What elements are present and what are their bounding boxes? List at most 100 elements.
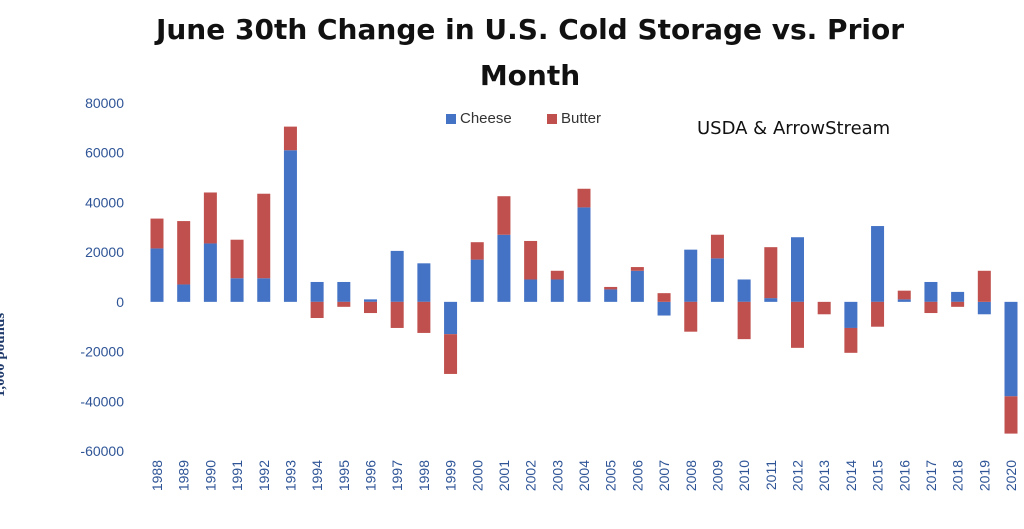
bar-butter — [604, 286, 618, 290]
bar-butter — [977, 270, 991, 302]
bar-butter — [337, 301, 351, 307]
bar-butter — [951, 301, 965, 307]
bar-butter — [524, 240, 538, 280]
y-tick-label: -20000 — [80, 344, 124, 360]
x-tick-label: 2018 — [950, 460, 966, 491]
x-tick-label: 2016 — [896, 460, 912, 491]
bar-butter — [150, 218, 164, 249]
x-tick-label: 2011 — [763, 460, 779, 490]
y-tick-label: 0 — [116, 294, 124, 310]
bar-butter — [577, 188, 591, 208]
x-tick-label: 2015 — [870, 460, 886, 491]
x-tick-label: 1995 — [336, 460, 352, 491]
bar-butter — [897, 290, 911, 300]
bar-cheese — [310, 281, 324, 302]
x-tick-label: 1999 — [443, 460, 459, 491]
x-tick-label: 2006 — [629, 460, 645, 491]
x-tick-label: 2012 — [790, 460, 806, 491]
y-tick-label: 40000 — [85, 194, 124, 210]
bar-cheese — [844, 301, 858, 328]
bar-cheese — [230, 278, 244, 302]
bar-butter — [390, 301, 404, 328]
legend-item-butter: Butter — [547, 110, 601, 127]
bar-cheese — [630, 270, 644, 302]
bar-cheese — [524, 279, 538, 302]
bar-butter — [871, 301, 885, 327]
bar-cheese — [604, 289, 618, 302]
bar-butter — [470, 242, 484, 260]
x-tick-label: 2010 — [736, 460, 752, 491]
x-tick-label: 1993 — [282, 460, 298, 491]
x-tick-label: 1996 — [363, 460, 379, 491]
y-tick-label: -40000 — [80, 393, 124, 409]
x-tick-label: 1992 — [256, 460, 272, 491]
bar-butter — [203, 192, 217, 244]
x-tick-label: 1990 — [202, 460, 218, 491]
bar-butter — [444, 334, 458, 374]
x-tick-label: 1991 — [229, 460, 245, 491]
y-tick-label: 80000 — [85, 95, 124, 111]
bar-butter — [791, 301, 804, 348]
x-tick-label: 2013 — [816, 460, 832, 491]
chart-title-line-1: June 30th Change in U.S. Cold Storage vs… — [155, 13, 905, 46]
bar-cheese — [203, 243, 217, 302]
bar-cheese — [684, 249, 698, 302]
bar-cheese — [497, 234, 511, 302]
x-tick-label: 2017 — [923, 460, 939, 491]
bar-butter — [737, 301, 751, 340]
bar-cheese — [924, 281, 938, 302]
y-tick-label: -60000 — [80, 443, 124, 459]
bar-cheese — [710, 258, 724, 302]
bar-butter — [1004, 396, 1018, 434]
bar-butter — [657, 293, 671, 302]
x-tick-label: 2003 — [549, 460, 565, 491]
bar-cheese — [417, 263, 431, 302]
bar-butter — [417, 301, 431, 333]
x-tick-label: 2020 — [1003, 460, 1019, 491]
bar-cheese — [150, 248, 164, 302]
bar-cheese — [577, 207, 591, 302]
bar-butter — [817, 301, 831, 315]
bar-cheese — [257, 278, 271, 302]
bar-cheese — [337, 281, 351, 302]
x-tick-label: 1988 — [149, 460, 165, 491]
bar-cheese — [791, 237, 804, 302]
x-tick-label: 2000 — [469, 460, 485, 491]
bar-butter — [230, 239, 244, 279]
legend-swatch-butter — [547, 114, 557, 124]
bar-cheese — [657, 301, 671, 316]
bar-butter — [310, 301, 324, 319]
bar-cheese — [390, 250, 404, 302]
bar-butter — [630, 267, 644, 271]
bar-cheese — [871, 226, 885, 302]
bar-butter — [257, 193, 271, 279]
bar-cheese — [737, 279, 751, 302]
legend-item-cheese: Cheese — [446, 110, 512, 127]
bar-butter — [924, 301, 938, 314]
bar-cheese — [977, 301, 991, 315]
bar-butter — [710, 234, 724, 259]
legend-swatch-cheese — [446, 114, 456, 124]
bar-cheese — [470, 259, 484, 302]
bar-butter — [283, 126, 297, 151]
bar-butter — [177, 221, 191, 285]
bar-cheese — [177, 284, 191, 302]
bar-cheese — [1004, 301, 1018, 397]
bar-cheese — [283, 150, 297, 302]
bar-butter — [550, 270, 564, 280]
bar-butter — [364, 301, 377, 314]
bar-cheese — [897, 299, 911, 302]
x-tick-label: 2001 — [496, 460, 512, 491]
x-tick-label: 1994 — [309, 460, 325, 491]
bar-butter — [497, 196, 511, 235]
bar-butter — [764, 247, 778, 299]
source-annotation: USDA & ArrowStream — [697, 118, 891, 139]
x-tick-label: 2005 — [603, 460, 619, 491]
x-tick-label: 1997 — [389, 460, 405, 491]
bar-butter — [844, 327, 858, 353]
x-tick-label: 2007 — [656, 460, 672, 491]
x-tick-label: 2009 — [709, 460, 725, 491]
bar-cheese — [364, 299, 377, 302]
